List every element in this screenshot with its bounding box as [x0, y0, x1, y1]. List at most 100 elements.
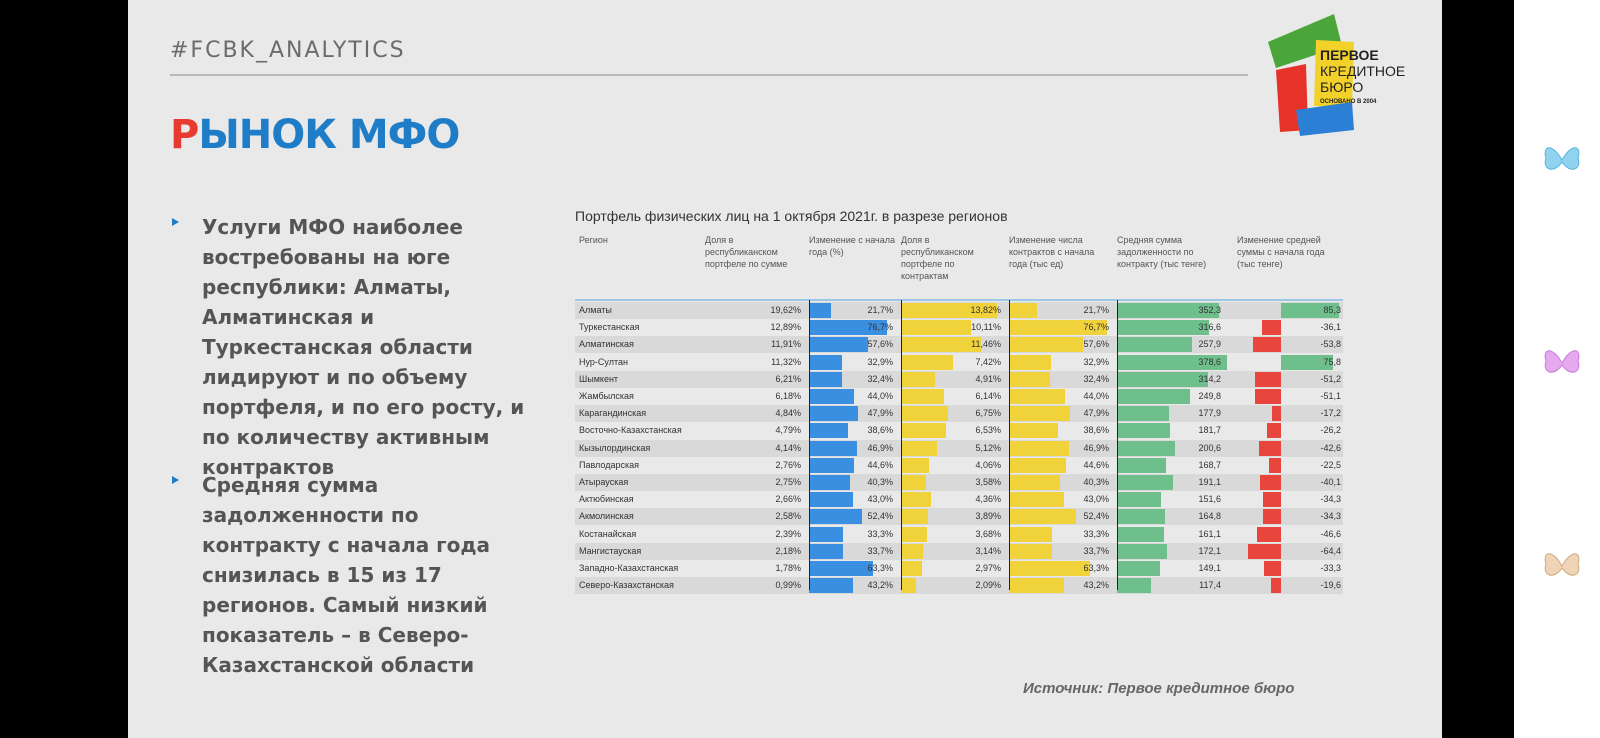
column-header: Доля в республиканском портфеле по сумме [705, 235, 788, 269]
share-sum-value: 6,18% [775, 391, 801, 401]
change-count-value: 44,6% [1083, 459, 1109, 470]
region-name: Мангистауская [579, 545, 642, 556]
table-row: Акмолинская 2,58% 52,4% 3,89% 52,4% 164,8 -34,… [575, 508, 1343, 526]
column-header: Изменение с начала года (%) [809, 235, 895, 257]
change-avg-value: -33,3 [1320, 563, 1341, 573]
change-count-value: 63,3% [1083, 563, 1109, 573]
change-sum-bar [809, 526, 843, 542]
change-sum-value: 32,9% [867, 356, 893, 367]
share-count-bar [901, 509, 929, 525]
share-count-value: 3,58% [975, 477, 1001, 487]
change-sum-value: 44,0% [867, 391, 893, 401]
change-avg-value: -34,3 [1320, 494, 1341, 505]
change-sum-value: 46,9% [867, 442, 893, 453]
share-count-value: 3,89% [975, 511, 1001, 522]
share-sum-value: 2,58% [775, 511, 801, 522]
change-count-bar [1009, 354, 1052, 370]
change-sum-bar [809, 371, 842, 387]
bullet-text: Средняя сумма задолженности по контракту… [202, 473, 491, 677]
avg-debt-bar [1117, 371, 1209, 387]
share-count-bar [901, 578, 916, 594]
table-row: Западно-Казахстанская 1,78% 63,3% 2,97% 63,3… [575, 560, 1343, 577]
avg-debt-bar [1117, 561, 1161, 576]
change-sum-value: 63,3% [867, 563, 893, 573]
logo-founded: ОСНОВАНО В 2004 [1320, 99, 1377, 105]
table-row: Павлодарская 2,76% 44,6% 4,06% 44,6% 168,7 -22… [575, 457, 1343, 474]
region-name: Северо-Казахстанская [579, 580, 674, 591]
logo-mark-icon [1268, 14, 1354, 136]
table-title: Портфель физических лиц на 1 октября 202… [575, 208, 1008, 224]
change-sum-bar [809, 389, 854, 404]
share-count-value: 3,68% [975, 528, 1001, 539]
logo-text-line3: БЮРО [1320, 79, 1364, 95]
region-name: Западно-Казахстанская [579, 563, 679, 573]
avg-debt-bar [1117, 337, 1192, 353]
change-avg-bar [1270, 578, 1281, 594]
change-sum-value: 52,4% [867, 511, 893, 522]
change-avg-value: -40,1 [1320, 477, 1341, 487]
region-name: Туркестанская [579, 322, 640, 333]
share-count-bar [901, 457, 930, 473]
share-sum-value: 0,99% [775, 580, 801, 591]
change-sum-value: 33,7% [867, 545, 893, 556]
avg-debt-value: 249,8 [1198, 391, 1221, 401]
region-name: Алматы [579, 305, 612, 315]
change-avg-value: 75,8 [1323, 356, 1341, 367]
region-name: Шымкент [579, 373, 619, 384]
change-sum-bar [809, 406, 858, 422]
change-avg-bar [1263, 561, 1281, 576]
change-count-bar [1009, 457, 1066, 473]
change-count-bar [1009, 492, 1064, 508]
company-logo: ПЕРВОЕ КРЕДИТНОЕ БЮРО ОСНОВАНО В 2004 [1266, 12, 1436, 140]
hashtag-label: #FCBK_ANALYTICS [170, 38, 406, 63]
share-count-bar [901, 406, 948, 422]
region-name: Костанайская [579, 528, 637, 539]
change-avg-value: -26,2 [1320, 425, 1341, 436]
bullet-arrow-icon [172, 476, 179, 484]
avg-debt-bar [1117, 578, 1152, 594]
share-sum-value: 11,91% [771, 339, 801, 350]
header-divider [170, 74, 1248, 76]
share-count-bar [901, 423, 947, 439]
change-avg-bar [1260, 475, 1281, 490]
column-axis-line [901, 300, 902, 590]
avg-debt-value: 257,9 [1198, 339, 1221, 350]
share-count-bar [901, 320, 972, 336]
change-count-value: 32,9% [1083, 356, 1109, 367]
avg-debt-value: 149,1 [1198, 563, 1221, 573]
table-row: Туркестанская 12,89% 76,7% 10,11% 76,7% 316,6… [575, 319, 1343, 336]
share-sum-value: 2,76% [775, 459, 801, 470]
table-row: Алматинская 11,91% 57,6% 11,46% 57,6% 257,9 -5… [575, 336, 1343, 354]
table-row: Северо-Казахстанская 0,99% 43,2% 2,09% 43,2%… [575, 577, 1343, 595]
share-count-value: 4,36% [975, 494, 1001, 505]
share-count-bar [901, 354, 953, 370]
avg-debt-bar [1117, 303, 1220, 318]
avg-debt-value: 181,7 [1198, 425, 1221, 436]
change-sum-bar [809, 457, 855, 473]
change-count-value: 21,7% [1083, 305, 1109, 315]
column-header: Средняя сумма задолженности по контракту… [1117, 235, 1207, 269]
change-avg-bar [1267, 423, 1281, 439]
avg-debt-bar [1117, 423, 1170, 439]
table-row: Шымкент 6,21% 32,4% 4,91% 32,4% 314,2 -51,2 [575, 370, 1343, 388]
change-count-value: 44,0% [1083, 391, 1109, 401]
change-avg-bar [1254, 371, 1281, 387]
share-count-bar [901, 371, 936, 387]
change-avg-bar [1247, 543, 1281, 559]
share-count-value: 4,91% [975, 373, 1001, 384]
share-sum-value: 19,62% [770, 305, 801, 315]
share-count-value: 13,82% [970, 305, 1001, 315]
region-name: Актюбинская [579, 494, 634, 505]
change-count-value: 38,6% [1083, 425, 1109, 436]
share-count-value: 3,14% [975, 545, 1001, 556]
table-row: Жамбылская 6,18% 44,0% 6,14% 44,0% 249,8 -51,1 [575, 388, 1343, 405]
share-count-value: 4,06% [975, 459, 1001, 470]
change-sum-value: 21,7% [867, 305, 893, 315]
change-avg-value: -64,4 [1320, 545, 1341, 556]
source-note: Источник: Первое кредитное бюро [1023, 680, 1295, 697]
change-count-value: 52,4% [1083, 511, 1109, 522]
share-count-value: 2,09% [975, 580, 1001, 591]
change-count-bar [1009, 406, 1071, 422]
avg-debt-value: 352,3 [1198, 305, 1221, 315]
column-header: Изменение числа контрактов с начала года… [1009, 235, 1095, 269]
